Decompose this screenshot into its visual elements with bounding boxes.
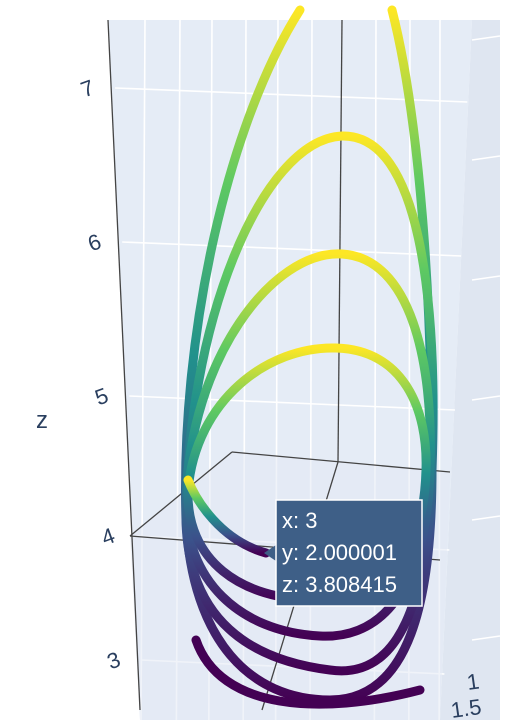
z-tick-label: 4 [98,523,118,551]
tooltip-y: y: 2.000001 [282,540,397,565]
z-axis-title: z [36,407,48,434]
z-tick-label: 6 [84,229,104,257]
z-tick-label: 7 [77,75,97,103]
tooltip-z: z: 3.808415 [282,572,397,597]
z-tick-label: 5 [92,383,112,411]
tooltip-x: x: 3 [282,508,317,533]
hover-tooltip: x: 3 y: 2.000001 z: 3.808415 [264,500,422,606]
x-tick-label-1-5: 1.5 [449,694,483,720]
z-tick-label: 3 [104,647,124,675]
